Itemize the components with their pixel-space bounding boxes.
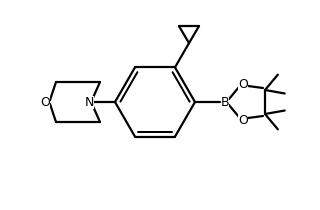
Text: N: N xyxy=(84,96,94,109)
Text: O: O xyxy=(40,96,50,109)
Text: B: B xyxy=(221,96,229,109)
Text: O: O xyxy=(238,77,248,91)
Text: O: O xyxy=(238,113,248,126)
